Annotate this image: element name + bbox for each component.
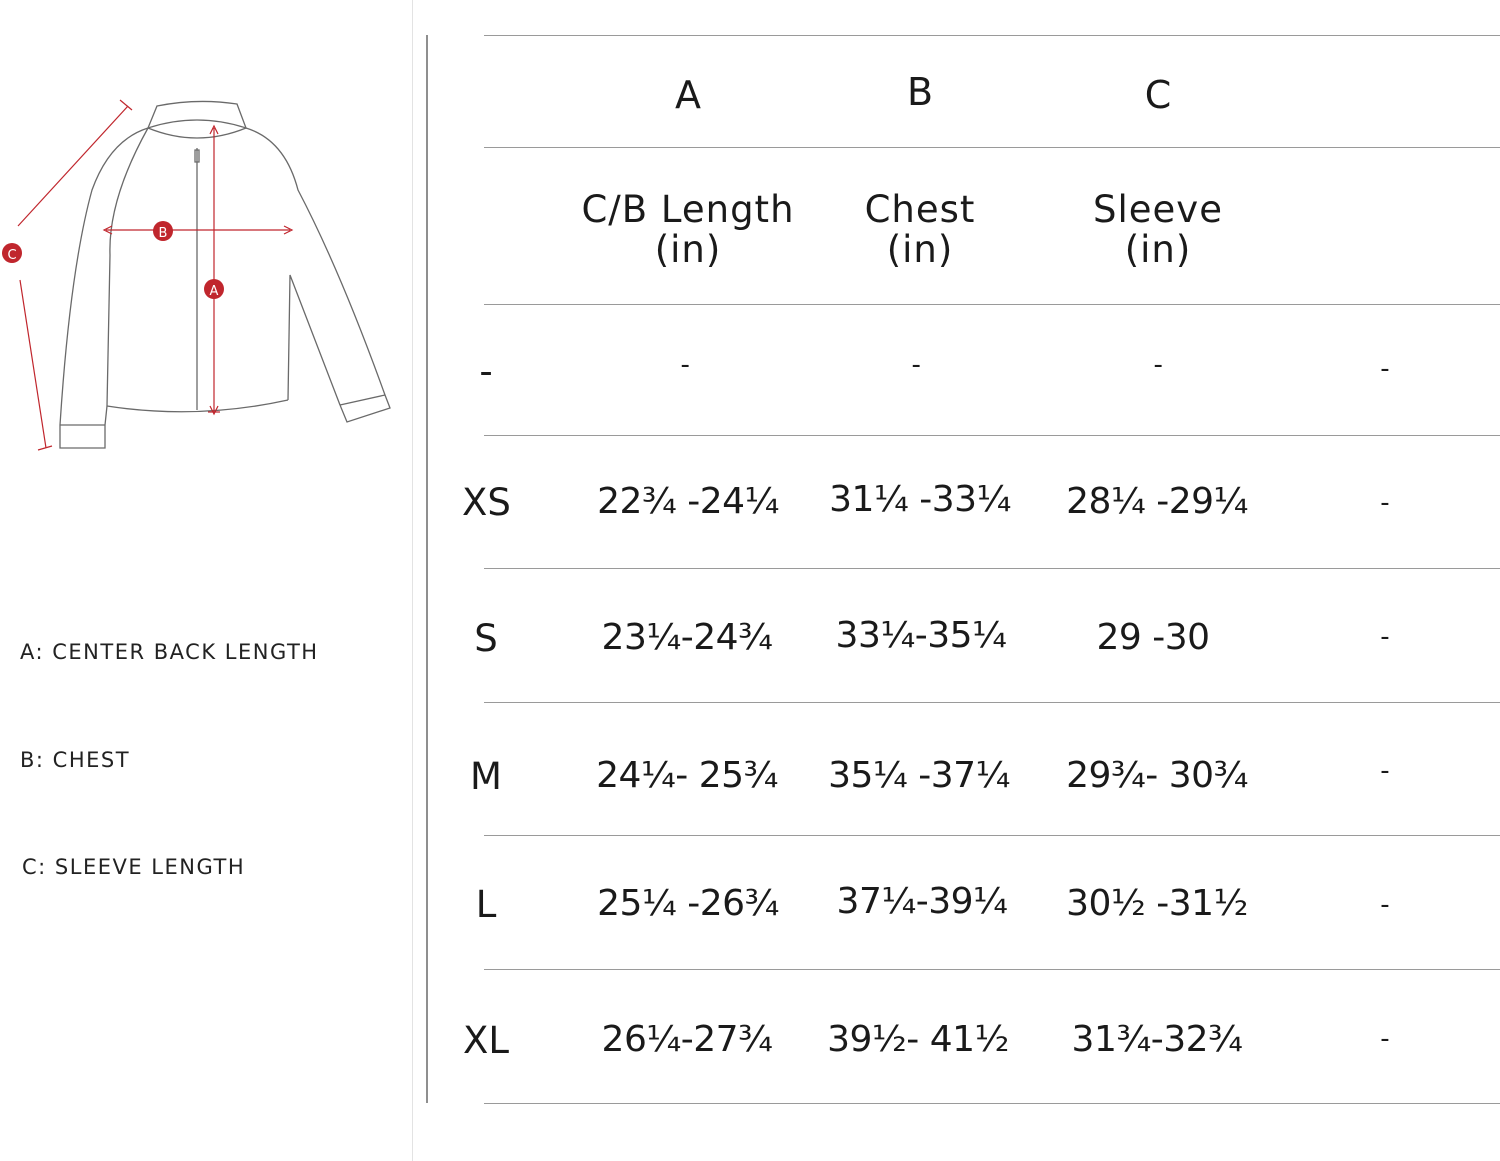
panel-divider [412, 0, 413, 1161]
table-rule [484, 35, 1500, 36]
table-rule [484, 435, 1500, 436]
size-label: XL [463, 1019, 509, 1062]
header-unit: (in) [654, 228, 722, 271]
extra-value: - [1380, 1024, 1390, 1054]
cb-length-value: 26¼-27¾ [601, 1019, 773, 1060]
sleeve-value: 30½ -31½ [1066, 883, 1248, 924]
table-left-border [426, 35, 428, 1103]
jacket-measurement-diagram: B A C [2, 99, 391, 451]
sleeve-value: - [1153, 350, 1163, 380]
chest-value: 31¼ -33¼ [829, 479, 1011, 520]
extra-value: - [1380, 354, 1390, 384]
cb-length-value: 25¼ -26¾ [597, 883, 779, 924]
size-label: XS [462, 481, 511, 524]
sleeve-value: 28¼ -29¼ [1066, 481, 1248, 522]
size-label: M [470, 755, 502, 798]
svg-text:C: C [7, 248, 16, 263]
table-rule [484, 702, 1500, 703]
header-title: Chest [864, 188, 976, 231]
header-title: C/B Length [581, 188, 795, 231]
measurement-guide-panel: B A C A: CENTER BACK LENGTH B: CHEST C: … [0, 0, 412, 1161]
chest-value: - [911, 350, 921, 380]
marker-c: C [2, 243, 22, 263]
legend-center-back-length: A: CENTER BACK LENGTH [20, 640, 319, 664]
table-rule [484, 147, 1500, 148]
size-label: L [475, 883, 497, 926]
table-rule [484, 304, 1500, 305]
sleeve-value: 29 -30 [1096, 617, 1210, 658]
sleeve-value: 31¾-32¾ [1071, 1019, 1243, 1060]
chest-value: 37¼-39¼ [836, 881, 1008, 922]
column-letter-b: B [906, 70, 934, 114]
marker-b: B [153, 221, 173, 241]
extra-value: - [1380, 622, 1390, 652]
table-rule [484, 835, 1500, 836]
column-header-sleeve: Sleeve (in) [1048, 190, 1268, 270]
chest-value: 35¼ -37¼ [828, 755, 1010, 796]
sleeve-value: 29¾- 30¾ [1066, 755, 1248, 796]
column-letter-c: C [1144, 73, 1172, 117]
svg-text:A: A [210, 284, 219, 299]
table-rule [484, 568, 1500, 569]
table-rule [484, 1103, 1500, 1104]
column-header-chest: Chest (in) [810, 190, 1030, 270]
header-title: Sleeve [1093, 188, 1223, 231]
svg-text:B: B [159, 226, 168, 241]
cb-length-value: 22¾ -24¼ [597, 481, 779, 522]
legend-sleeve-length: C: SLEEVE LENGTH [22, 855, 246, 879]
chest-value: 39½- 41½ [827, 1019, 1009, 1060]
size-label: S [474, 617, 498, 660]
header-unit: (in) [886, 228, 954, 271]
extra-value: - [1380, 756, 1390, 786]
header-unit: (in) [1124, 228, 1192, 271]
cb-length-value: 24¼- 25¾ [596, 755, 778, 796]
marker-a: A [204, 279, 224, 299]
cb-length-value: - [680, 350, 690, 380]
legend-chest: B: CHEST [20, 748, 131, 772]
cb-length-value: 23¼-24¾ [601, 617, 773, 658]
size-label: - [479, 350, 493, 393]
extra-value: - [1380, 890, 1390, 920]
chest-value: 33¼-35¼ [835, 615, 1007, 656]
extra-value: - [1380, 488, 1390, 518]
column-letter-a: A [675, 73, 701, 117]
table-rule [484, 969, 1500, 970]
column-header-cb-length: C/B Length (in) [558, 190, 818, 270]
